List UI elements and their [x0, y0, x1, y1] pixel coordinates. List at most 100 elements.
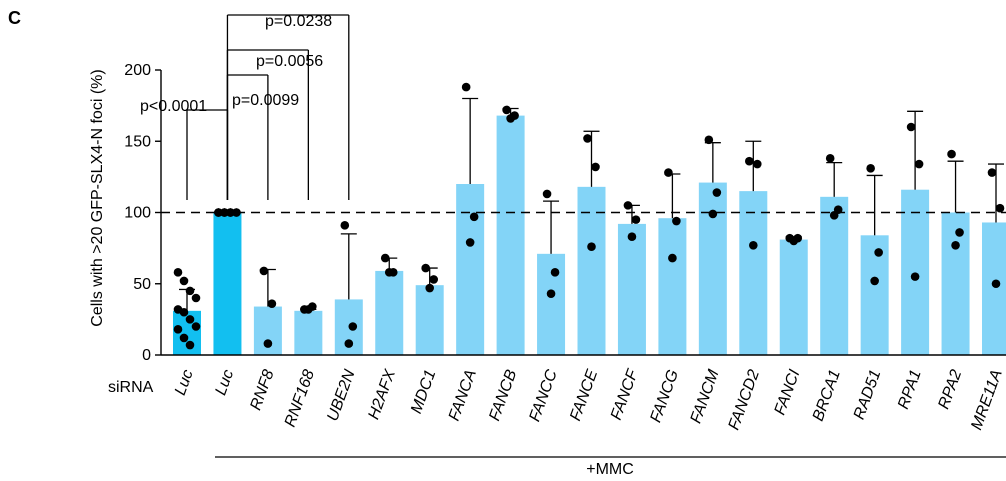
data-point [461, 82, 471, 92]
data-point [583, 134, 592, 143]
bar [779, 239, 808, 355]
x-tick-label: FANCA [446, 368, 480, 424]
bar [698, 182, 727, 355]
x-tick-label: RPA2 [935, 367, 965, 411]
bar [456, 184, 485, 355]
data-point [672, 216, 681, 226]
data-point [991, 279, 1001, 289]
p-value-label: p=0.0099 [232, 92, 299, 109]
x-tick-label: FANCD2 [726, 367, 763, 432]
x-tick-label: RPA1 [895, 368, 925, 412]
x-tick-label: FANCM [688, 367, 723, 426]
data-point [173, 325, 183, 334]
y-tick-label: 150 [124, 133, 151, 150]
data-point [469, 212, 479, 222]
x-tick-label: FANCE [567, 367, 601, 423]
data-point [874, 248, 883, 257]
data-point [179, 276, 189, 286]
data-point [384, 268, 394, 277]
bar [415, 285, 444, 355]
x-tick-label: FANCF [608, 366, 642, 422]
data-point [502, 105, 511, 115]
data-point [304, 305, 313, 314]
data-point [910, 272, 920, 281]
x-tick-label: FANCI [772, 367, 804, 417]
bar [820, 196, 849, 355]
data-point [829, 211, 839, 220]
data-point [704, 135, 714, 145]
bar [375, 270, 404, 355]
x-tick-label: FANCG [647, 368, 682, 425]
data-point [421, 263, 431, 273]
x-tick-label: MRE11A [968, 368, 1005, 433]
bar [213, 212, 242, 355]
x-tick-label: BRCA1 [810, 368, 844, 424]
data-point [226, 208, 235, 217]
y-axis-label: Cells with >20 GFP-SLX4-N foci (%) [89, 69, 106, 326]
bar [941, 212, 970, 355]
data-point [185, 286, 195, 296]
data-point [623, 201, 633, 210]
bar [294, 310, 323, 355]
data-point [668, 253, 677, 263]
x-tick-label: RNF168 [282, 367, 318, 429]
data-point [627, 232, 637, 242]
data-point [753, 159, 762, 169]
data-point [951, 240, 960, 250]
p-value-label: p=0.0238 [265, 13, 332, 30]
data-point [870, 276, 879, 286]
y-tick-label: 0 [142, 347, 151, 364]
data-point [267, 299, 277, 309]
data-point [173, 268, 183, 277]
data-point [348, 322, 358, 331]
x-tick-label: Luc [212, 368, 237, 398]
data-point [425, 283, 435, 293]
data-point [179, 307, 189, 317]
data-point [631, 215, 641, 224]
data-point [542, 189, 552, 199]
data-point [340, 221, 350, 230]
mmc-group-label: +MMC [586, 461, 634, 478]
p-value-label: p=0.0056 [256, 53, 323, 70]
data-point [955, 228, 964, 237]
data-point [995, 203, 1005, 213]
data-point [259, 266, 269, 276]
data-point [825, 154, 835, 163]
x-tick-label: H2AFX [365, 366, 399, 422]
data-point [380, 253, 390, 263]
bar [617, 223, 646, 355]
sirna-row-label: siRNA [108, 379, 154, 396]
data-point [866, 164, 875, 173]
data-point [987, 168, 997, 177]
data-point [546, 289, 556, 299]
data-point [914, 159, 924, 169]
data-point [906, 122, 916, 132]
data-point [947, 149, 956, 159]
plot-area: 0 50 100 150 200 Luc Luc RNF8 RNF168 UBE2N H2AFX MD… [124, 13, 1006, 432]
data-point [745, 156, 754, 166]
x-tick-label: FANCB [486, 367, 520, 423]
data-point [506, 114, 515, 123]
data-point [263, 339, 273, 348]
x-tick-label: RAD51 [851, 368, 885, 422]
data-point [191, 293, 201, 303]
y-tick-label: 200 [124, 62, 151, 79]
data-point [664, 168, 673, 177]
bar [982, 222, 1006, 355]
data-point [191, 322, 201, 331]
data-point [179, 333, 189, 343]
data-point [550, 268, 560, 277]
data-point [465, 238, 475, 247]
data-point [591, 162, 600, 172]
data-point [214, 208, 223, 217]
bar [537, 253, 566, 355]
bar [860, 235, 889, 355]
y-tick-label: 100 [124, 205, 151, 222]
data-point [185, 340, 195, 350]
data-point [185, 315, 195, 324]
x-tick-label: UBE2N [324, 367, 358, 423]
data-point [712, 188, 722, 197]
bar [496, 115, 525, 355]
p-value-label: p<0.0001 [140, 98, 207, 115]
